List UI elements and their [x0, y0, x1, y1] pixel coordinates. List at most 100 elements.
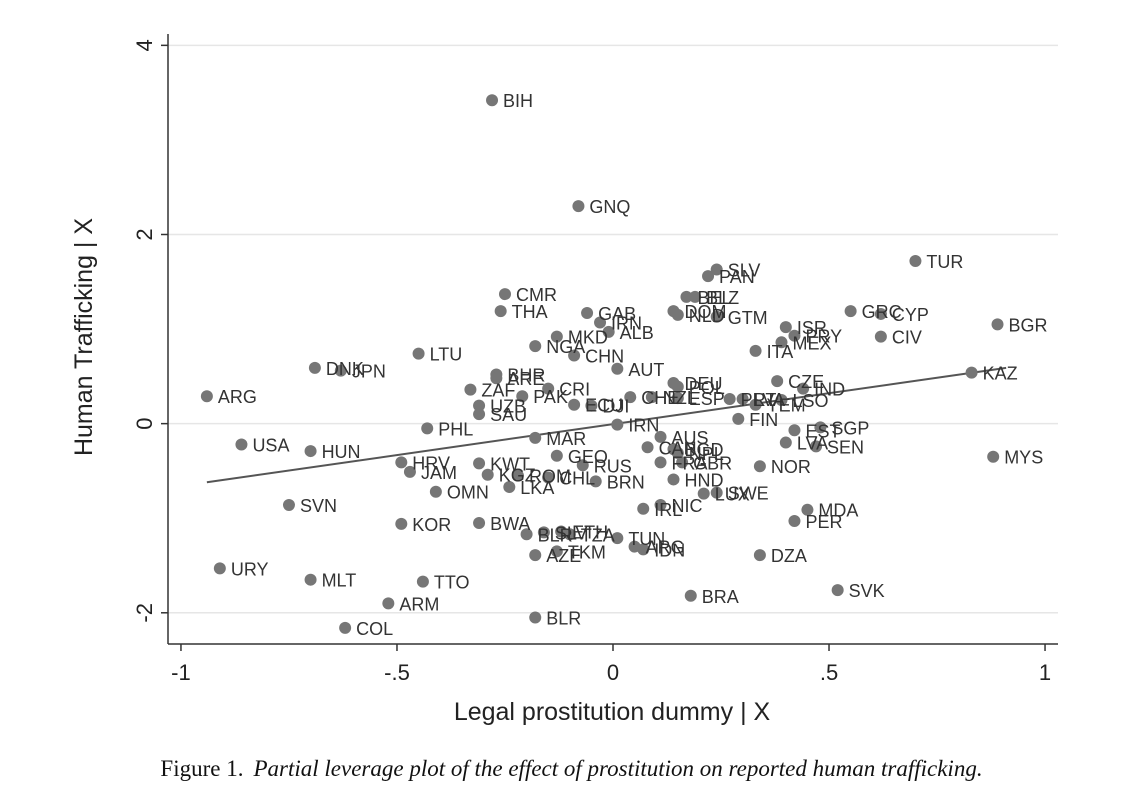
point-label: KOR	[412, 515, 451, 535]
data-point	[429, 485, 442, 498]
point-label: FIN	[749, 410, 778, 430]
point-label: PRT	[741, 390, 777, 410]
data-point	[602, 325, 615, 338]
data-points	[200, 94, 1004, 634]
data-point	[464, 383, 477, 396]
data-point	[529, 340, 542, 353]
data-point	[490, 372, 503, 385]
data-point	[395, 517, 408, 530]
data-point	[667, 473, 680, 486]
data-point	[801, 503, 814, 516]
point-label: TUN	[628, 529, 665, 549]
fit-line	[206, 366, 1007, 484]
data-point	[753, 460, 766, 473]
y-tick-label: 0	[132, 418, 157, 430]
point-label: DJI	[602, 397, 629, 417]
point-label: KGZ	[499, 466, 536, 486]
point-label: IRN	[611, 313, 642, 333]
point-label: AUT	[628, 360, 664, 380]
point-label: PAK	[533, 387, 568, 407]
point-label: ARM	[399, 594, 439, 614]
point-label: CZE	[788, 372, 824, 392]
point-label: EST	[805, 421, 840, 441]
data-point	[710, 486, 723, 499]
data-point	[702, 270, 715, 283]
point-label: RUS	[594, 456, 632, 476]
data-point	[874, 330, 887, 343]
data-point	[909, 254, 922, 267]
data-point	[537, 526, 550, 539]
point-label: ALB	[620, 323, 654, 343]
data-point	[611, 362, 624, 375]
data-point	[511, 469, 524, 482]
point-label: BGR	[1009, 315, 1048, 335]
point-label: DNK	[326, 359, 364, 379]
point-label: CRI	[559, 380, 590, 400]
data-point	[637, 543, 650, 556]
point-label: CHN	[585, 347, 624, 367]
point-label: SVK	[849, 581, 885, 601]
data-point	[412, 347, 425, 360]
point-label: TUR	[926, 252, 963, 272]
data-point	[473, 408, 486, 421]
point-label: BIH	[503, 91, 533, 111]
data-point	[814, 421, 827, 434]
data-point	[965, 366, 978, 379]
point-label: AZE	[546, 546, 581, 566]
data-point	[654, 456, 667, 469]
data-point	[624, 391, 637, 404]
data-point	[481, 468, 494, 481]
data-point	[576, 459, 589, 472]
point-label: BLZ	[706, 288, 739, 308]
point-label: ITA	[767, 342, 794, 362]
data-point	[503, 481, 516, 494]
point-label: MEX	[792, 333, 831, 353]
data-point	[572, 200, 585, 213]
point-label: ISR	[797, 318, 827, 338]
x-tick-label: -1	[171, 660, 191, 685]
point-label: SAU	[490, 405, 527, 425]
point-label: OMN	[447, 483, 489, 503]
data-point	[395, 456, 408, 469]
point-label: SWE	[728, 484, 769, 504]
fit-line-group	[206, 366, 1007, 484]
data-point	[568, 349, 581, 362]
point-label: LUX	[715, 485, 750, 505]
data-point	[680, 290, 693, 303]
x-axis-label: Legal prostitution dummy | X	[454, 698, 771, 726]
data-point	[732, 412, 745, 425]
point-label: BHR	[507, 365, 545, 385]
data-point	[550, 449, 563, 462]
point-label: CYP	[892, 305, 929, 325]
data-point	[563, 528, 576, 541]
point-label: ETH	[572, 522, 608, 542]
point-label: MDA	[818, 501, 858, 521]
data-point	[529, 431, 542, 444]
point-label: PAN	[719, 267, 755, 287]
data-point	[775, 394, 788, 406]
data-point	[654, 430, 667, 443]
data-point	[831, 584, 844, 597]
data-point	[213, 562, 226, 575]
data-point	[594, 316, 607, 329]
data-point	[550, 545, 563, 558]
point-label: LSO	[792, 391, 828, 411]
data-point	[987, 450, 1000, 463]
point-label: FRA	[672, 453, 708, 473]
x-tick-label: .5	[820, 660, 838, 685]
data-point	[797, 382, 810, 395]
data-point	[200, 390, 213, 403]
point-label: POL	[689, 378, 725, 398]
point-label: SEN	[827, 437, 864, 457]
point-label: IRN	[628, 416, 659, 436]
data-point	[581, 306, 594, 319]
data-point	[671, 392, 684, 405]
point-label: SGP	[831, 418, 869, 438]
data-point	[611, 532, 624, 545]
data-point	[676, 456, 689, 469]
data-point	[473, 516, 486, 529]
point-label: ARG	[646, 538, 685, 558]
point-label: SVN	[300, 496, 337, 516]
point-label: TTO	[434, 573, 470, 593]
point-label: KAZ	[983, 364, 1018, 384]
